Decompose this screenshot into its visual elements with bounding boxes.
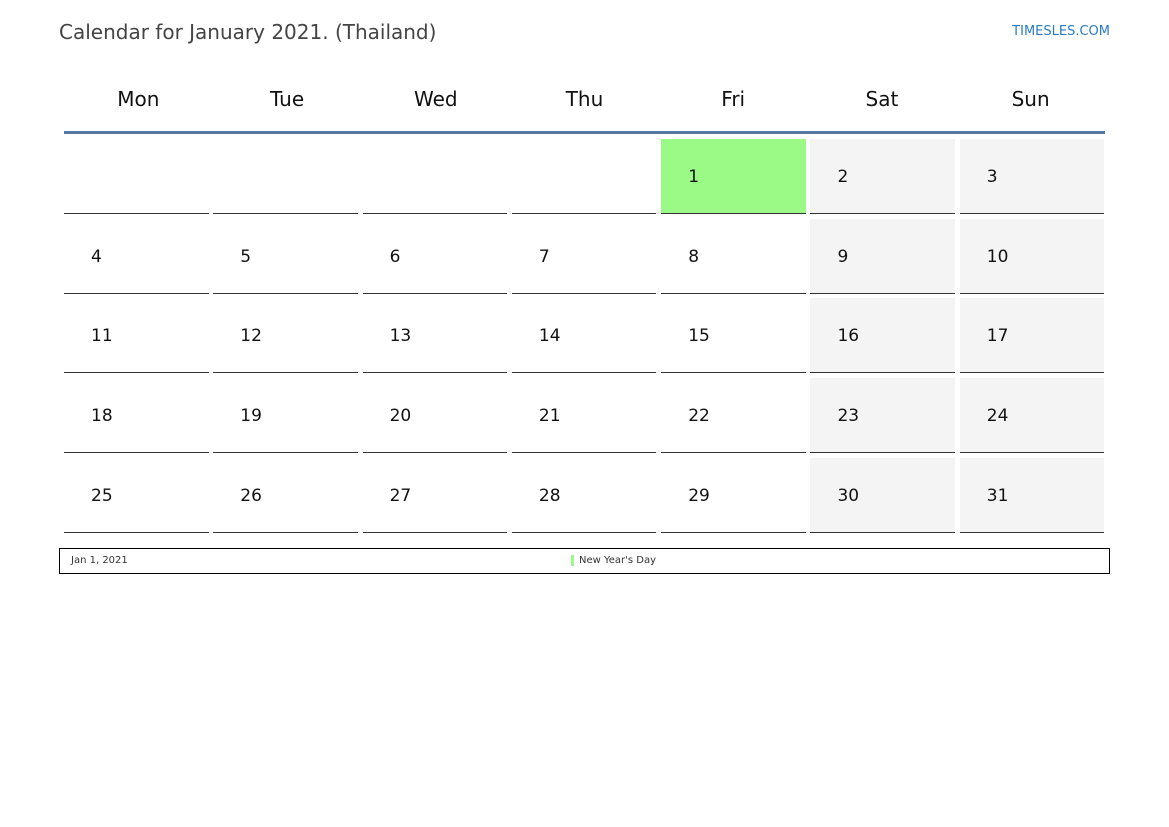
- empty-cell: [362, 139, 508, 214]
- day-number: 25: [91, 485, 113, 506]
- day-number: 26: [240, 485, 262, 506]
- weekday-sun: Sun: [1011, 87, 1050, 111]
- day-number: 13: [389, 326, 412, 347]
- day-cell: 7: [511, 219, 657, 294]
- day-cell: 4: [64, 219, 209, 294]
- calendar-grid: 1 2 3 4 5 6 7 8 9 10 11 12 13 14 15 16 17 18 19 20 21 22 23 24 2…: [64, 139, 1110, 533]
- empty-cell: [511, 139, 657, 214]
- day-number: 11: [91, 326, 113, 347]
- day-number: 16: [837, 326, 860, 347]
- day-cell: 3: [959, 139, 1105, 214]
- day-number: 17: [986, 326, 1009, 347]
- day-cell: 22: [661, 378, 806, 454]
- day-cell: 5: [213, 219, 358, 294]
- day-number: 19: [240, 406, 262, 427]
- holiday-name: New Year's Day: [571, 555, 656, 566]
- day-cell: 28: [511, 458, 657, 533]
- day-cell: 1: [661, 139, 806, 214]
- day-cell: 23: [810, 378, 955, 454]
- day-cell: 25: [64, 458, 209, 533]
- day-number: 10: [986, 246, 1009, 267]
- weekday-fri: Fri: [721, 87, 746, 111]
- empty-cell: [64, 139, 209, 214]
- day-number: 27: [389, 485, 412, 506]
- day-number: 15: [688, 326, 710, 347]
- day-number: 28: [538, 485, 561, 506]
- day-cell: 11: [64, 298, 209, 374]
- day-number: 6: [389, 246, 401, 267]
- day-cell: 2: [810, 139, 955, 214]
- day-number: 1: [688, 167, 700, 187]
- day-number: 31: [986, 485, 1009, 506]
- empty-cell: [213, 139, 358, 214]
- weekday-header: Mon Tue Wed Thu Fri Sat Sun: [64, 85, 1105, 134]
- day-cell: 8: [661, 219, 806, 294]
- day-cell: 6: [362, 219, 508, 294]
- day-number: 12: [240, 326, 262, 347]
- holiday-legend: Jan 1, 2021 New Year's Day: [59, 548, 1110, 574]
- weekday-mon: Mon: [117, 87, 160, 111]
- weekday-tue: Tue: [269, 87, 305, 111]
- day-cell: 24: [959, 378, 1105, 454]
- day-cell: 13: [362, 298, 508, 374]
- day-cell: 14: [511, 298, 657, 374]
- day-cell: 21: [511, 378, 657, 454]
- day-number: 3: [986, 167, 998, 187]
- day-cell: 29: [661, 458, 806, 533]
- day-number: 8: [688, 246, 700, 267]
- day-cell: 10: [959, 218, 1105, 294]
- day-number: 20: [389, 406, 412, 427]
- day-cell: 27: [362, 458, 508, 533]
- page-title: Calendar for January 2021. (Thailand): [59, 20, 437, 44]
- day-cell: 9: [810, 218, 955, 294]
- day-number: 22: [688, 406, 710, 427]
- day-number: 18: [91, 406, 113, 427]
- weekday-thu: Thu: [565, 87, 604, 111]
- day-cell: 18: [64, 378, 209, 454]
- day-cell: 26: [213, 458, 358, 533]
- day-cell: 15: [661, 298, 806, 374]
- day-number: 23: [837, 406, 860, 427]
- day-number: 9: [837, 246, 849, 267]
- day-cell: 20: [362, 378, 508, 454]
- day-number: 5: [240, 246, 252, 267]
- day-cell: 19: [213, 378, 358, 454]
- weekday-sat: Sat: [865, 87, 899, 111]
- day-number: 30: [837, 485, 860, 506]
- day-number: 2: [837, 167, 849, 187]
- day-number: 24: [986, 406, 1009, 427]
- day-number: 14: [538, 326, 561, 347]
- weekday-wed: Wed: [413, 87, 458, 111]
- day-cell: 31: [959, 457, 1105, 533]
- day-number: 29: [688, 485, 710, 506]
- day-number: 4: [91, 246, 102, 267]
- holiday-date: Jan 1, 2021: [71, 555, 128, 566]
- day-cell: 17: [959, 298, 1105, 374]
- site-link[interactable]: TIMESLES.COM: [1012, 24, 1110, 39]
- day-cell: 16: [810, 298, 955, 374]
- day-cell: 30: [810, 457, 955, 533]
- day-number: 7: [538, 246, 550, 267]
- day-number: 21: [538, 406, 561, 427]
- day-cell: 12: [213, 298, 358, 374]
